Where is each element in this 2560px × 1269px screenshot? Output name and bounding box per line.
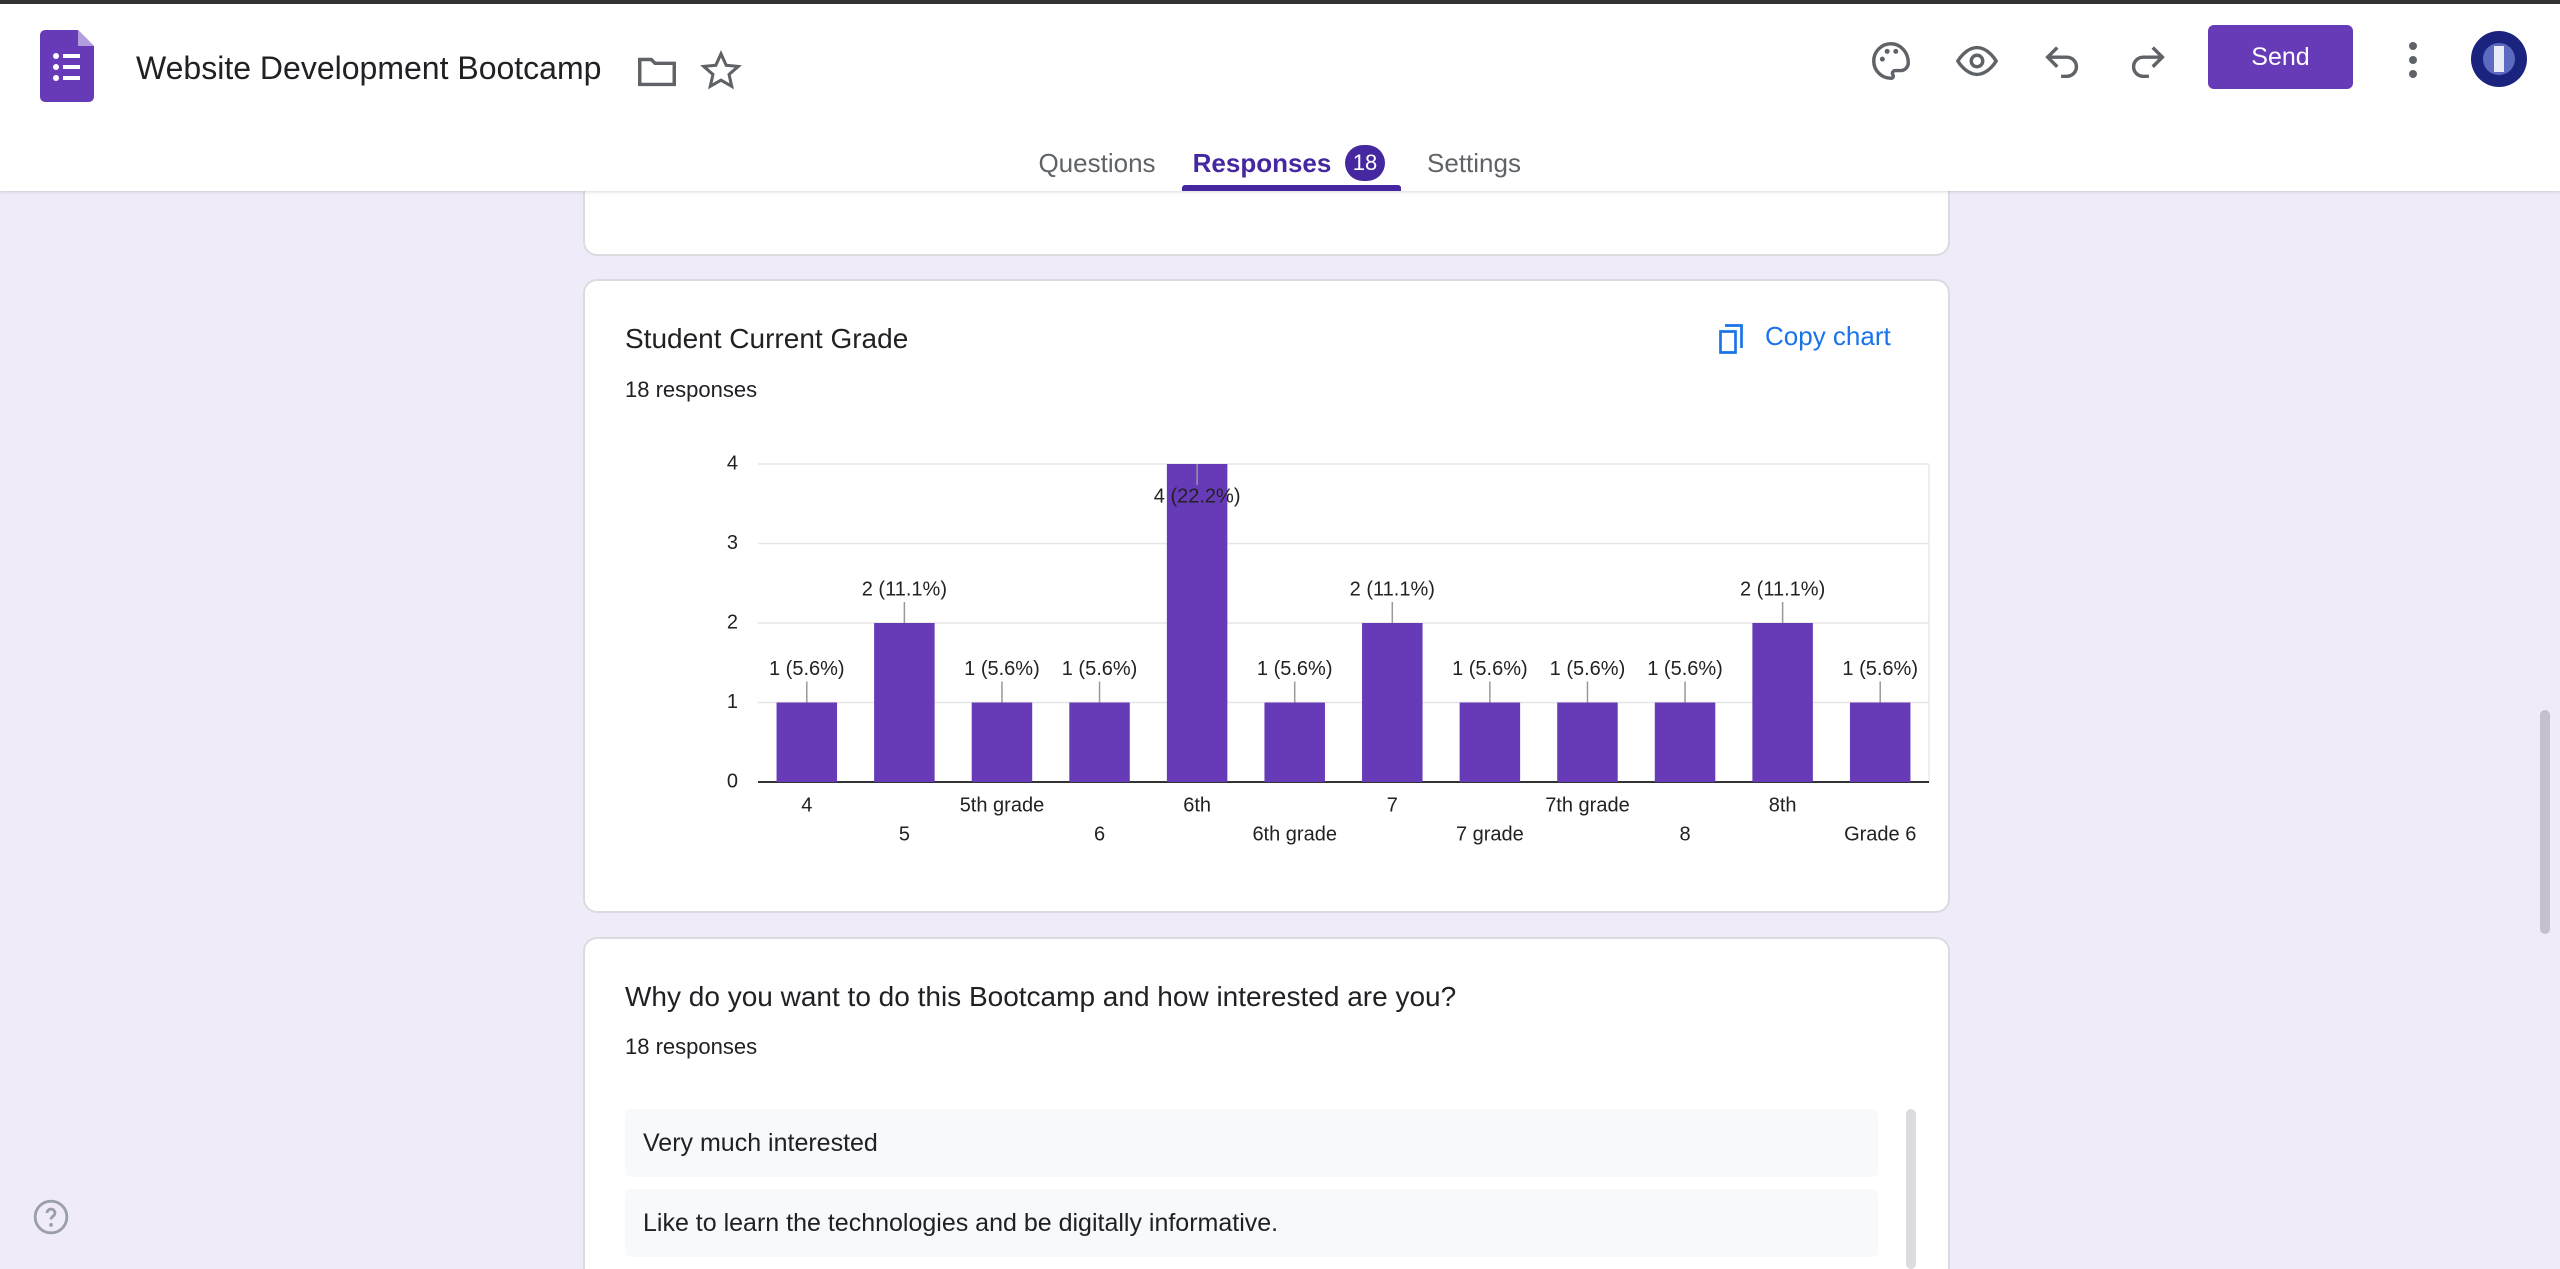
bar: [1557, 702, 1618, 782]
tab-settings[interactable]: Settings: [1427, 148, 1521, 178]
data-label: 1 (5.6%): [1452, 658, 1528, 680]
folder-icon[interactable]: [634, 48, 680, 94]
bar-chart: 0 1 2 3 4 4 1 (5.6%) 5 2 (11.1%) 5th grade 1 (5.6%…: [727, 452, 1930, 845]
x-tick-label: 4: [801, 794, 812, 816]
bar: [874, 623, 935, 782]
y-tick-label: 4: [727, 452, 738, 474]
data-label: 4 (22.2%): [1154, 485, 1241, 507]
answer: Like to learn the technologies and be di…: [625, 1189, 1878, 1257]
bar: [1849, 702, 1911, 782]
x-tick-label: 7 grade: [1456, 823, 1524, 845]
data-label: 1 (5.6%): [769, 658, 845, 680]
answer: Very much interested: [625, 1109, 1878, 1177]
y-tick-label: 1: [727, 691, 738, 713]
tab-indicator: [1182, 185, 1401, 191]
send-button[interactable]: Send: [2208, 25, 2353, 89]
redo-icon[interactable]: [2124, 38, 2170, 84]
bar: [1459, 702, 1521, 782]
response-count: 18 responses: [625, 377, 758, 402]
star-icon[interactable]: [698, 48, 744, 94]
question-title: Student Current Grade: [625, 323, 909, 354]
data-label: 1 (5.6%): [1257, 658, 1333, 680]
bar: [1654, 702, 1716, 782]
bar: [1362, 623, 1423, 782]
response-count: 18 responses: [625, 1034, 758, 1059]
x-tick-label: 6: [1094, 823, 1105, 845]
x-tick-label: 5th grade: [960, 794, 1045, 816]
page-scrollbar[interactable]: [2540, 710, 2550, 934]
bar: [971, 702, 1033, 782]
x-tick-label: 8th: [1769, 794, 1797, 816]
bar: [776, 702, 838, 782]
y-tick-label: 2: [727, 611, 738, 633]
data-label: 1 (5.6%): [1062, 658, 1138, 680]
x-tick-label: 6th grade: [1252, 823, 1337, 845]
copy-icon[interactable]: [1713, 319, 1749, 359]
undo-icon[interactable]: [2040, 38, 2086, 84]
preview-icon[interactable]: [1954, 38, 2000, 84]
x-tick-label: 7th grade: [1545, 794, 1630, 816]
form-title[interactable]: Website Development Bootcamp: [136, 50, 602, 86]
list-scrollbar[interactable]: [1906, 1109, 1916, 1269]
x-tick-label: 5: [899, 823, 910, 845]
data-label: 2 (11.1%): [1350, 578, 1435, 600]
x-tick-label: Grade 6: [1844, 823, 1916, 845]
copy-chart-button[interactable]: Copy chart: [1765, 321, 1891, 351]
header: Website Development Bootcamp Send Questi…: [0, 0, 2560, 191]
chart-card: Student Current Grade 18 responses Copy …: [583, 279, 1950, 913]
tab-responses[interactable]: Responses: [1192, 148, 1332, 178]
more-icon[interactable]: [2398, 38, 2428, 84]
forms-logo[interactable]: [40, 30, 94, 102]
data-label: 1 (5.6%): [1647, 658, 1723, 680]
x-tick-label: 6th: [1183, 794, 1211, 816]
data-label: 2 (11.1%): [862, 578, 947, 600]
tab-questions[interactable]: Questions: [1038, 148, 1156, 178]
bar: [1752, 623, 1813, 782]
y-tick-label: 0: [727, 770, 738, 792]
data-label: 1 (5.6%): [1842, 658, 1918, 680]
palette-icon[interactable]: [1868, 38, 1914, 84]
responses-badge: 18: [1345, 145, 1385, 181]
bar: [1264, 702, 1325, 782]
bar: [1166, 464, 1228, 782]
bar: [1069, 702, 1130, 782]
question-title: Why do you want to do this Bootcamp and …: [625, 981, 1457, 1012]
x-tick-label: 8: [1679, 823, 1690, 845]
y-tick-label: 3: [727, 532, 738, 554]
x-tick-label: 7: [1387, 794, 1398, 816]
data-label: 2 (11.1%): [1740, 578, 1825, 600]
data-label: 1 (5.6%): [964, 658, 1040, 680]
data-label: 1 (5.6%): [1550, 658, 1626, 680]
avatar[interactable]: [2470, 30, 2528, 88]
help-icon[interactable]: [32, 1198, 70, 1236]
